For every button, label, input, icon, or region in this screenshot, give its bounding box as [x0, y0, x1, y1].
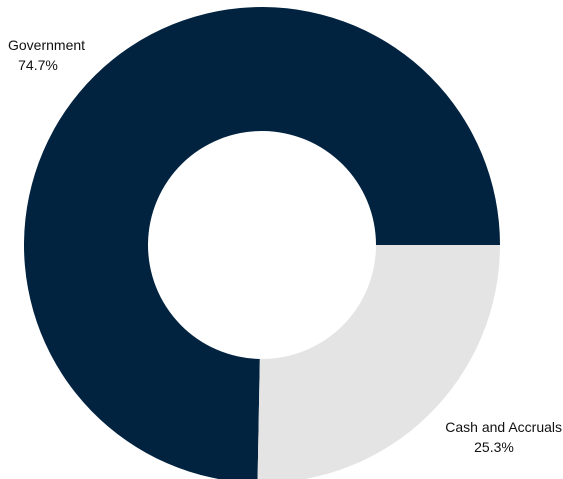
slice-government	[24, 7, 500, 479]
slice-cash-and-accruals	[257, 245, 500, 479]
label-cash-accruals-name: Cash and Accruals	[445, 419, 562, 435]
donut-slices	[24, 7, 500, 479]
label-government-value: 74.7%	[18, 57, 58, 73]
label-cash-accruals-value: 25.3%	[474, 439, 514, 455]
label-government-name: Government	[8, 37, 85, 53]
